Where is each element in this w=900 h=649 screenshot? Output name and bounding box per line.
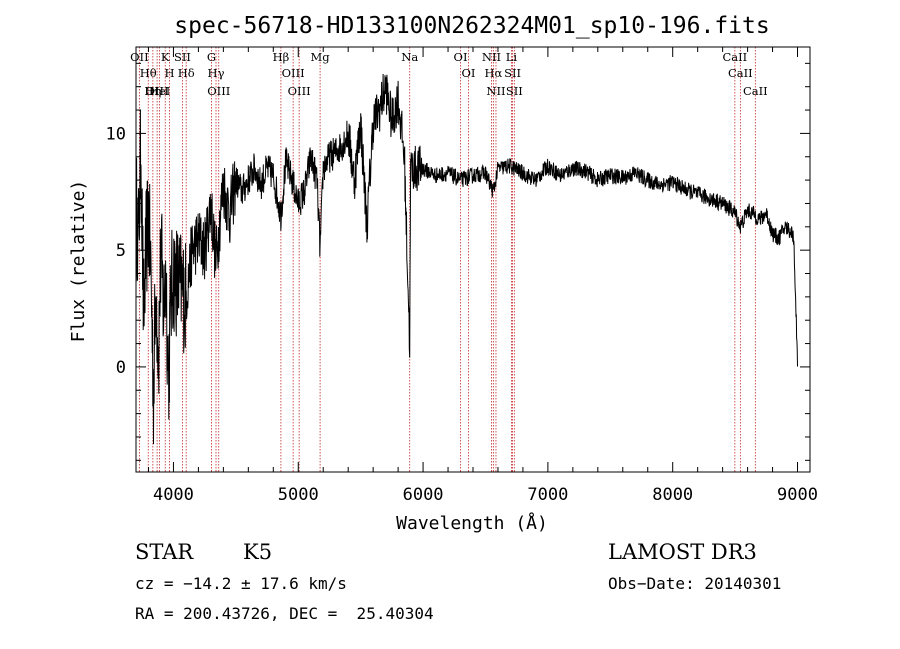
spectral-line-label: OIII — [288, 84, 311, 98]
spectral-line-label: SII — [174, 50, 191, 64]
plot-frame — [135, 46, 811, 473]
observation-date: Obs−Date: 20140301 — [608, 574, 782, 593]
x-tick-label: 9000 — [777, 485, 818, 505]
x-tick-label: 8000 — [652, 485, 693, 505]
spectral-line-label: K — [161, 50, 170, 64]
spectral-line-label: NII — [482, 50, 501, 64]
y-tick-label: 10 — [106, 124, 126, 144]
spectral-line-label: Hβ — [273, 50, 290, 64]
spectral-line-label: OIII — [282, 66, 305, 80]
spectral-line-label: SII — [504, 66, 521, 80]
spectral-line-label: OIII — [207, 84, 230, 98]
spectral-line-label: G — [207, 50, 216, 64]
survey-name: LAMOST DR3 — [608, 540, 757, 564]
x-tick-label: 7000 — [527, 485, 568, 505]
spectral-line-label: Na — [401, 50, 418, 64]
spectral-line-label: CaII — [728, 66, 753, 80]
y-axis-label: Flux (relative) — [68, 180, 89, 343]
spectral-line-label: Mg — [311, 50, 331, 64]
spectral-line-label: OII — [130, 50, 149, 64]
spectral-line-label: CaII — [722, 50, 747, 64]
spectral-line-label: CaII — [743, 84, 768, 98]
spectral-subclass: K5 — [243, 540, 273, 564]
object-class: STAR — [135, 540, 194, 564]
spectrum-line — [135, 73, 798, 445]
x-tick-label: 6000 — [403, 485, 444, 505]
y-tick-label: 5 — [116, 241, 126, 261]
spectral-line-label: H — [165, 66, 175, 80]
chart-title: spec-56718-HD133100N262324M01_sp10-196.f… — [174, 13, 769, 39]
spectral-line-label: Hγ — [208, 66, 225, 80]
spectral-line-label: Hη — [144, 84, 161, 98]
spectral-line-label: Hδ — [178, 66, 195, 80]
x-tick-label: 5000 — [278, 485, 319, 505]
spectral-line-label: OIII — [146, 84, 169, 98]
spectral-line-label: OI — [462, 66, 476, 80]
spectral-line-label: SII — [506, 84, 523, 98]
x-axis-label: Wavelength (Å) — [396, 512, 548, 534]
coordinates-readout: RA = 200.43726, DEC = 25.40304 — [135, 604, 434, 623]
spectral-line-label: Hθ — [140, 66, 157, 80]
spectral-line-label: Li — [506, 50, 518, 64]
spectral-line-label: NII — [486, 84, 505, 98]
spectral-line-label: Hα — [484, 66, 502, 80]
redshift-readout: cz = −14.2 ± 17.6 km/s — [135, 574, 347, 593]
spectral-line-label: OI — [454, 50, 468, 64]
spectral-line-label: HeI — [149, 84, 170, 98]
x-tick-label: 4000 — [153, 485, 194, 505]
y-tick-label: 0 — [116, 358, 126, 378]
